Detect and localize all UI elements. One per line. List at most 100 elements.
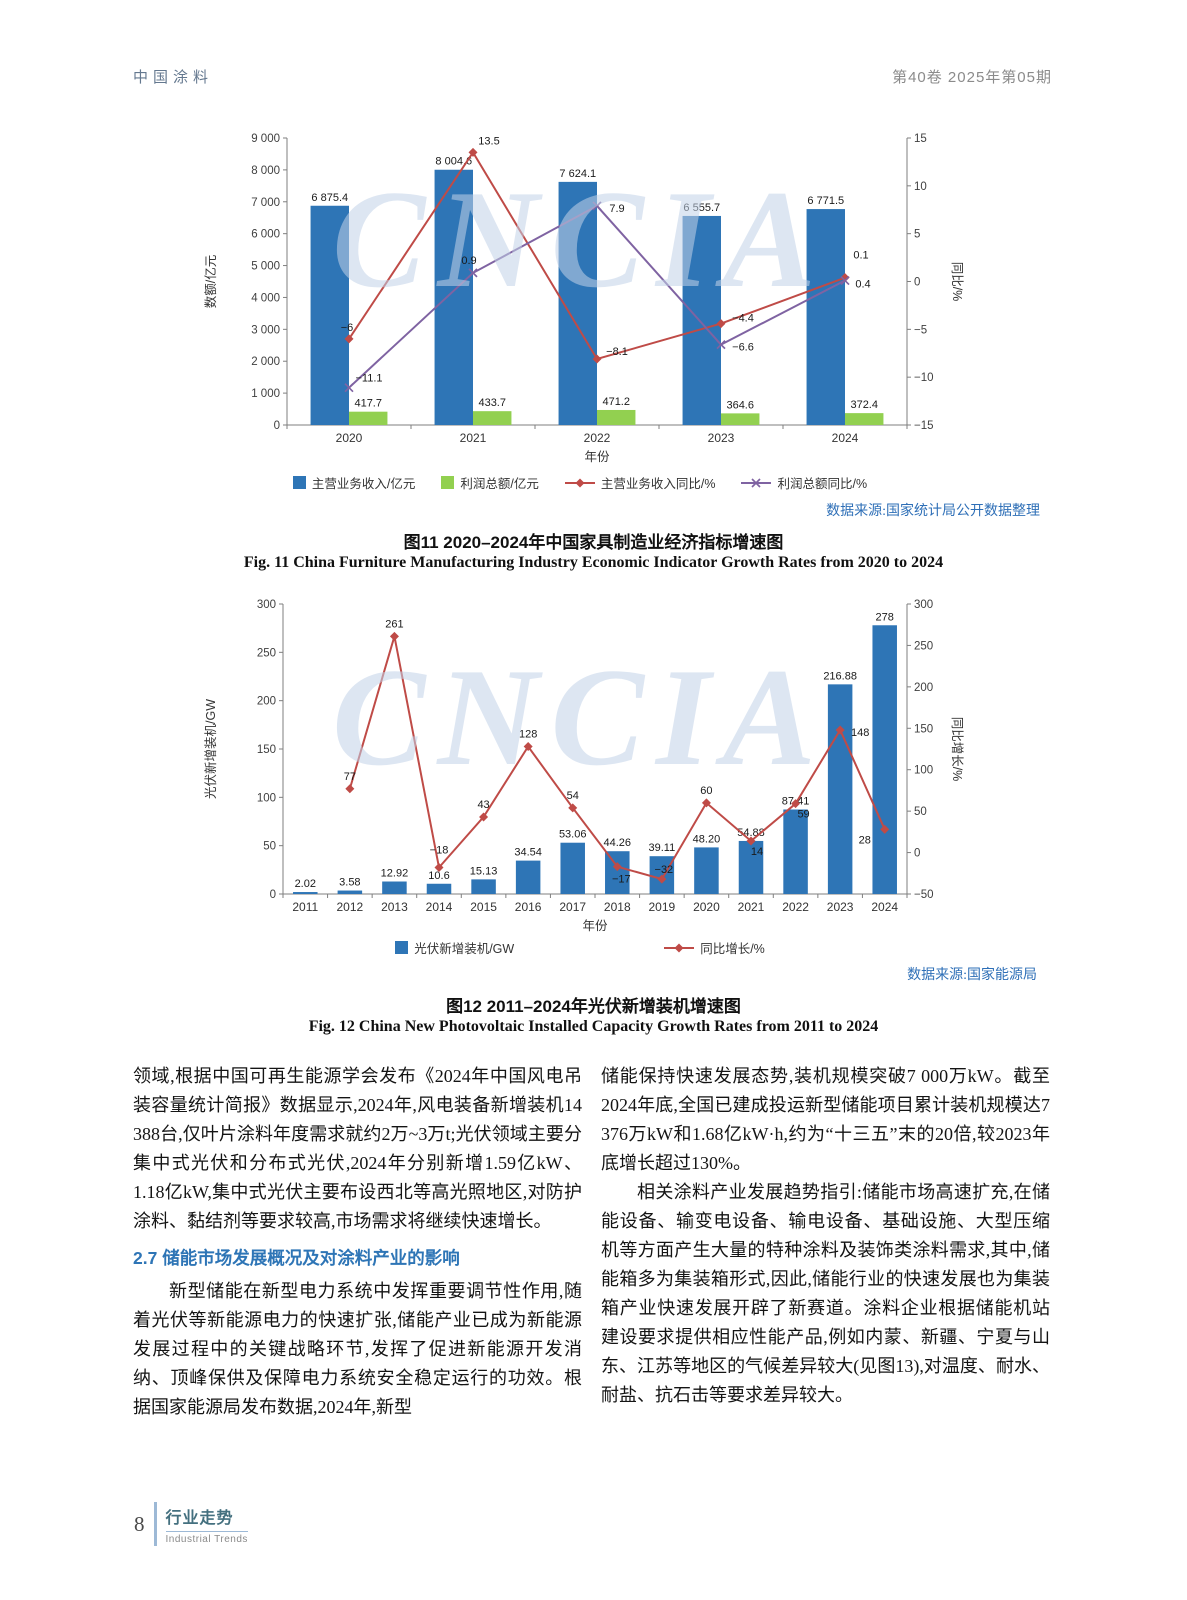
svg-text:5: 5 xyxy=(914,229,920,241)
svg-text:2021: 2021 xyxy=(738,900,765,914)
body-column-right: 储能保持快速发展态势,装机规模突破7 000万kW。截至2024年底,全国已建成… xyxy=(601,1062,1050,1410)
paragraph: 领域,根据中国可再生能源学会发布《2024年中国风电吊装容量统计简报》数据显示,… xyxy=(133,1066,582,1231)
svg-text:417.7: 417.7 xyxy=(354,398,382,410)
svg-text:2023: 2023 xyxy=(708,431,735,445)
svg-text:2 000: 2 000 xyxy=(251,356,280,368)
svg-text:2020: 2020 xyxy=(336,431,363,445)
svg-text:2024: 2024 xyxy=(871,900,898,914)
fig11-source: 数据来源:国家统计局公开数据整理 xyxy=(826,504,1040,519)
svg-text:200: 200 xyxy=(914,682,933,694)
svg-text:471.2: 471.2 xyxy=(602,396,630,408)
svg-text:2016: 2016 xyxy=(515,900,542,914)
svg-text:28: 28 xyxy=(859,834,871,846)
svg-text:8 000: 8 000 xyxy=(251,165,280,177)
fig12-source: 数据来源:国家能源局 xyxy=(907,968,1037,983)
svg-text:7.9: 7.9 xyxy=(609,203,624,215)
svg-text:15.13: 15.13 xyxy=(470,865,498,877)
svg-text:7 000: 7 000 xyxy=(251,197,280,209)
svg-text:0.4: 0.4 xyxy=(855,279,870,291)
svg-text:2.02: 2.02 xyxy=(295,878,316,890)
legend-item: 同比增长/% xyxy=(664,938,765,957)
svg-text:54: 54 xyxy=(567,790,579,802)
svg-text:59: 59 xyxy=(797,809,809,821)
svg-text:2011: 2011 xyxy=(292,900,318,914)
legend-swatch xyxy=(441,476,455,489)
legend-label: 利润总额同比/% xyxy=(777,477,868,491)
svg-text:9 000: 9 000 xyxy=(251,133,280,145)
svg-text:6 555.7: 6 555.7 xyxy=(683,202,720,214)
legend-line-marker xyxy=(564,478,595,487)
svg-text:2013: 2013 xyxy=(381,900,408,914)
paragraph: 相关涂料产业发展趋势指引:储能市场高速扩充,在储能设备、输变电设备、输电设备、基… xyxy=(601,1182,1050,1405)
svg-text:8 004.6: 8 004.6 xyxy=(435,156,472,168)
svg-text:100: 100 xyxy=(257,792,276,804)
svg-text:−15: −15 xyxy=(914,420,934,432)
legend-item: 利润总额同比/% xyxy=(741,473,867,492)
svg-text:2020: 2020 xyxy=(693,900,720,914)
page-number: 8 xyxy=(134,1511,145,1536)
svg-text:48.20: 48.20 xyxy=(693,833,721,845)
svg-text:261: 261 xyxy=(385,618,403,630)
svg-text:13.5: 13.5 xyxy=(478,135,499,147)
legend-swatch xyxy=(292,476,306,489)
chart-canvas: 0 50 100 150 200 250 300 −50 0 50 100 150 200 250 300 2… xyxy=(203,599,965,933)
legend-item: 主营业务收入同比/% xyxy=(564,473,716,492)
svg-text:0: 0 xyxy=(274,420,280,432)
svg-text:2023: 2023 xyxy=(827,900,854,914)
svg-text:−5: −5 xyxy=(914,324,927,336)
svg-text:−50: −50 xyxy=(914,889,934,901)
svg-text:0.1: 0.1 xyxy=(853,250,868,262)
svg-text:34.54: 34.54 xyxy=(514,847,542,859)
svg-text:3 000: 3 000 xyxy=(251,324,280,336)
svg-text:364.6: 364.6 xyxy=(726,399,754,411)
svg-text:同比增长/%: 同比增长/% xyxy=(950,717,965,782)
svg-text:光伏新增装机/GW: 光伏新增装机/GW xyxy=(203,699,218,799)
svg-text:4 000: 4 000 xyxy=(251,292,280,304)
body-column-left: 领域,根据中国可再生能源学会发布《2024年中国风电吊装容量统计简报》数据显示,… xyxy=(133,1062,582,1422)
svg-text:50: 50 xyxy=(914,806,927,818)
svg-text:100: 100 xyxy=(914,765,933,777)
section-heading-2-7: 2.7 储能市场发展概况及对涂料产业的影响 xyxy=(133,1248,460,1268)
svg-text:200: 200 xyxy=(257,696,276,708)
fig11-caption-zh: 图11 2020–2024年中国家具制造业经济指标增速图 xyxy=(403,533,784,552)
svg-text:0: 0 xyxy=(914,848,920,860)
svg-text:−6: −6 xyxy=(341,322,354,334)
svg-text:150: 150 xyxy=(914,723,933,735)
svg-text:−11.1: −11.1 xyxy=(355,373,382,385)
svg-text:6 000: 6 000 xyxy=(251,229,280,241)
svg-text:15: 15 xyxy=(914,133,927,145)
svg-text:2014: 2014 xyxy=(426,900,453,914)
svg-text:372.4: 372.4 xyxy=(850,399,878,411)
svg-text:−10: −10 xyxy=(914,372,934,384)
svg-text:300: 300 xyxy=(914,599,933,611)
svg-text:39.11: 39.11 xyxy=(648,842,675,854)
svg-text:53.06: 53.06 xyxy=(559,829,587,841)
svg-text:年份: 年份 xyxy=(582,919,608,933)
svg-text:−32: −32 xyxy=(655,864,674,876)
legend-label: 利润总额/亿元 xyxy=(460,477,539,491)
svg-text:60: 60 xyxy=(700,785,712,797)
legend-label: 光伏新增装机/GW xyxy=(414,942,515,956)
svg-text:148: 148 xyxy=(851,727,869,739)
svg-text:2017: 2017 xyxy=(559,900,586,914)
svg-text:278: 278 xyxy=(876,611,894,623)
fig11-chart: 0 1 000 2 000 3 000 4 000 5 000 6 000 7 000 8 00… xyxy=(195,122,965,467)
svg-text:6 771.5: 6 771.5 xyxy=(807,195,844,207)
legend-item: 光伏新增装机/GW xyxy=(395,938,514,957)
legend-label: 主营业务收入/亿元 xyxy=(311,477,416,491)
svg-text:0: 0 xyxy=(914,277,920,289)
fig11-legend: 主营业务收入/亿元 利润总额/亿元 主营业务收入同比/% 利润总额同比/% xyxy=(195,473,965,492)
fig12-chart: 0 50 100 150 200 250 300 −50 0 50 100 150 200 250 300 2… xyxy=(195,592,965,940)
svg-text:250: 250 xyxy=(257,647,276,659)
svg-text:2022: 2022 xyxy=(584,431,611,445)
paragraph: 储能保持快速发展态势,装机规模突破7 000万kW。截至2024年底,全国已建成… xyxy=(601,1066,1050,1173)
fig12-legend: 光伏新增装机/GW 同比增长/% xyxy=(195,938,965,957)
legend-label: 主营业务收入同比/% xyxy=(600,477,716,491)
svg-text:433.7: 433.7 xyxy=(478,397,506,409)
svg-text:14: 14 xyxy=(751,846,763,858)
svg-text:43: 43 xyxy=(477,799,489,811)
svg-text:2024: 2024 xyxy=(832,431,859,445)
svg-text:2022: 2022 xyxy=(782,900,809,914)
footer-section-title: 行业走势 xyxy=(165,1504,248,1532)
